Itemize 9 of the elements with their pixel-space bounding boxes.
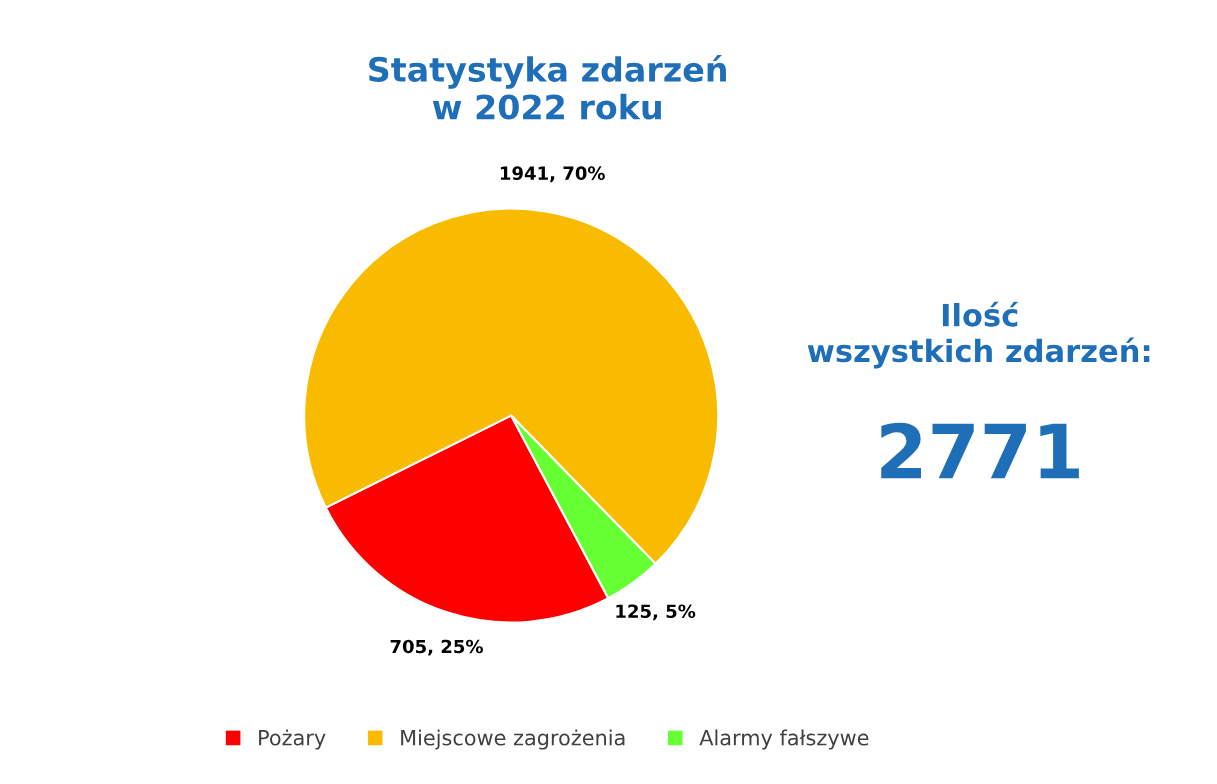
- legend-label: Alarmy fałszywe: [699, 729, 869, 750]
- data-label: 125, 5%: [616, 604, 696, 621]
- legend-label: Pożary: [259, 729, 326, 750]
- legend-label: Miejscowe zagrożenia: [401, 729, 625, 750]
- data-label: 1941, 70%: [500, 166, 605, 183]
- text: Ilość wszystkich zdarzeń:: [807, 301, 1150, 369]
- chart-title: Statystyka zdarzeń w 2022 roku: [369, 54, 726, 120]
- text: 2771: [881, 422, 1079, 479]
- data-label: 705, 25%: [390, 639, 483, 656]
